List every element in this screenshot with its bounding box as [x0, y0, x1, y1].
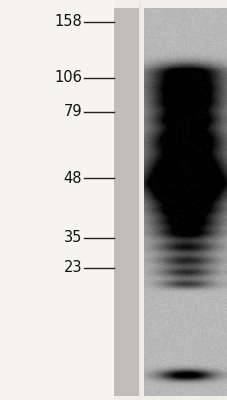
- Text: 23: 23: [63, 260, 82, 276]
- Text: 106: 106: [54, 70, 82, 86]
- Text: 79: 79: [63, 104, 82, 120]
- Bar: [114, 8, 138, 396]
- Text: 158: 158: [54, 14, 82, 30]
- Bar: [0, 0, 114, 400]
- Text: 48: 48: [63, 170, 82, 186]
- Text: 35: 35: [63, 230, 82, 246]
